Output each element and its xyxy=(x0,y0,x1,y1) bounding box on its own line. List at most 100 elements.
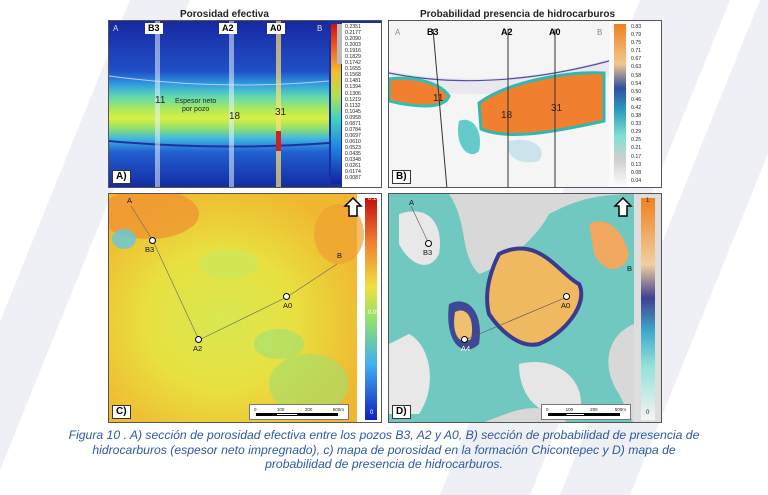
annotation-net-thickness: Espesor neto por pozo xyxy=(175,98,216,114)
corner-a-label: A xyxy=(113,24,119,33)
panel-label-a: A) xyxy=(112,170,131,184)
net-thickness-a2: 18 xyxy=(229,111,241,122)
scale-tick: 500m xyxy=(614,407,626,412)
colorbar-a-tick: 0.1394 xyxy=(345,84,361,91)
panel-b-section: 0.83 0.79 0.75 0.71 0.67 0.63 0.58 0.54 0.50 0.46… xyxy=(388,20,662,188)
colorbar-a-tick: 0.0523 xyxy=(345,144,361,151)
annotation-line-1: Espesor neto xyxy=(175,98,217,105)
colorbar-a-tick: 0.0435 xyxy=(345,150,361,157)
scale-bar-ticks: 0 100 200 500m xyxy=(546,407,626,412)
scale-bar: 0 100 200 500m xyxy=(541,404,631,420)
scrollbar-a xyxy=(337,24,342,64)
colorbar-a-tick: 0.0174 xyxy=(345,169,361,176)
well-marker-b3 xyxy=(425,240,432,247)
net-thickness-a0: 31 xyxy=(275,107,287,118)
well-label-a0: A0 xyxy=(283,301,293,310)
colorbar-a-ticks-box xyxy=(342,23,381,187)
colorbar-a-tick: 0.0784 xyxy=(345,126,361,133)
corner-a-label: A xyxy=(395,28,401,37)
colorbar-a-tick: 0.0697 xyxy=(345,132,361,139)
colorbar-b-tick: 0.38 xyxy=(631,113,642,120)
colorbar-b-tick: 0.42 xyxy=(631,104,642,111)
well-marker-a2 xyxy=(195,336,202,343)
colorbar-a-tick: 0.2177 xyxy=(345,30,361,37)
colorbar-b xyxy=(614,24,626,184)
scale-tick: 100 xyxy=(276,407,285,412)
probability-map-image xyxy=(389,194,655,422)
well-label-a0: A0 xyxy=(267,23,285,34)
colorbar-c-bottom: 0 xyxy=(370,410,374,416)
title-probabilidad: Probabilidad presencia de hidrocarburos xyxy=(420,9,616,20)
colorbar-b-tick: 0.63 xyxy=(631,64,642,71)
well-marker-a0 xyxy=(283,293,290,300)
colorbar-b-tick: 0.13 xyxy=(631,161,642,168)
scale-tick: 200 xyxy=(590,407,598,412)
scale-bar-ticks: 0 100 200 500m xyxy=(254,407,344,412)
colorbar-d-top: 1 xyxy=(646,198,650,204)
scale-tick: 0 xyxy=(546,407,549,412)
colorbar-b-tick: 0.58 xyxy=(631,72,642,79)
well-label-b3: B3 xyxy=(145,245,155,254)
panel-d-map: 1 0 A B B3 A0 A4 0 100 200 500m D) xyxy=(388,193,662,423)
well-label-b3: B3 xyxy=(427,27,439,37)
corner-b-label: B xyxy=(317,24,323,33)
title-porosidad: Porosidad efectiva xyxy=(180,9,269,20)
well-label-a2: A2 xyxy=(193,344,203,353)
colorbar-a-tick: 0.1481 xyxy=(345,78,361,85)
figure-caption: Figura 10 . A) sección de porosidad efec… xyxy=(20,428,748,472)
colorbar-a-tick: 0.0348 xyxy=(345,157,361,164)
colorbar-b-ticks: 0.83 0.79 0.75 0.71 0.67 0.63 0.58 0.54 0.50 0.46… xyxy=(631,23,641,185)
well-label-a4: A4 xyxy=(461,344,471,353)
north-arrow-icon xyxy=(613,196,633,217)
well-label-a2: A2 xyxy=(219,23,237,34)
net-thickness-b3: 11 xyxy=(155,95,166,106)
colorbar-a-tick: 0.2090 xyxy=(345,36,361,43)
colorbar-b-tick: 0.67 xyxy=(631,56,642,63)
scale-bar: 0 100 200 500m xyxy=(249,404,349,420)
scale-bar-graphic xyxy=(256,413,338,416)
colorbar-a-tick: 0.2003 xyxy=(345,42,361,49)
map-point-a: A xyxy=(127,196,133,205)
probability-section-image xyxy=(389,21,626,187)
panel-label-d: D) xyxy=(392,405,411,419)
well-label-b3: B3 xyxy=(145,23,163,34)
colorbar-a-tick: 0.1742 xyxy=(345,60,361,67)
colorbar-b-tick: 0.04 xyxy=(631,177,642,184)
well-label-a2: A2 xyxy=(501,27,513,37)
well-marker-a0 xyxy=(563,293,570,300)
colorbar-a-tick: 0.1829 xyxy=(345,54,361,61)
net-thickness-b3: 11 xyxy=(433,93,444,104)
colorbar-a-tick: 0.1306 xyxy=(345,90,361,97)
colorbar-b-ticks-box xyxy=(627,23,661,187)
colorbar-b-tick: 0.75 xyxy=(631,40,642,47)
north-arrow-icon xyxy=(343,196,363,217)
colorbar-d xyxy=(641,198,655,420)
colorbar-b-tick: 0.33 xyxy=(631,121,642,128)
well-marker-b3 xyxy=(149,237,156,244)
colorbar-d-bottom: 0 xyxy=(646,410,650,416)
colorbar-b-tick: 0.29 xyxy=(631,129,642,136)
colorbar-a-tick: 0.0087 xyxy=(345,175,361,182)
corner-b-label: B xyxy=(597,28,603,37)
panel-a-section: 0.2351 0.2177 0.2090 0.2003 0.1916 0.1829 0.17… xyxy=(108,20,382,188)
colorbar-a-tick: 0.1219 xyxy=(345,96,361,103)
well-marker-a4 xyxy=(461,336,468,343)
colorbar-a-tick: 0.0871 xyxy=(345,120,361,127)
colorbar-b-tick: 0.71 xyxy=(631,48,642,55)
caption-line-3: probabilidad de presencia de hidrocarbur… xyxy=(265,457,503,471)
colorbar-b-tick: 0.54 xyxy=(631,80,642,87)
scale-tick: 500m xyxy=(332,407,344,412)
colorbar-a-ticks: 0.2351 0.2177 0.2090 0.2003 0.1916 0.1829 0.17… xyxy=(345,24,361,181)
colorbar-a-tick: 0.0261 xyxy=(345,163,361,170)
scale-tick: 100 xyxy=(565,407,574,412)
colorbar-b-tick: 0.08 xyxy=(631,169,642,176)
colorbar-c-top: 0.18 xyxy=(368,196,380,202)
map-point-b: B xyxy=(627,264,633,273)
caption-line-1: Figura 10 . A) sección de porosidad efec… xyxy=(68,428,700,442)
colorbar-b-tick: 0.46 xyxy=(631,96,642,103)
colorbar-a xyxy=(331,24,341,184)
colorbar-b-tick: 0.25 xyxy=(631,137,642,144)
map-point-b: B xyxy=(337,251,343,260)
colorbar-a-tick: 0.1132 xyxy=(345,102,361,109)
colorbar-a-tick: 0.1655 xyxy=(345,66,361,73)
